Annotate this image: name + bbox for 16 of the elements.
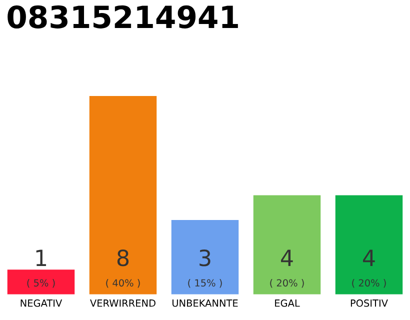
x-tick-label: UNBEKANNTE xyxy=(172,300,238,307)
data-label: 4 ( 20% ) xyxy=(352,250,386,288)
data-label: 3 ( 15% ) xyxy=(188,249,222,288)
x-tick-label: VERWIRREND xyxy=(90,300,156,307)
x-tick-label: EGAL xyxy=(275,299,300,307)
data-label: 8 ( 40% ) xyxy=(106,249,140,288)
bar xyxy=(89,96,157,294)
data-label: 1 ( 5% ) xyxy=(27,250,55,288)
x-tick-label: POSITIV xyxy=(350,299,388,307)
bar xyxy=(335,195,403,294)
chart-title: 08315214941 xyxy=(8,5,238,28)
bar xyxy=(7,270,75,294)
data-label: 4 ( 20% ) xyxy=(270,250,304,288)
bar xyxy=(253,195,321,294)
x-tick-label: NEGATIV xyxy=(20,299,62,307)
bar xyxy=(171,220,239,294)
